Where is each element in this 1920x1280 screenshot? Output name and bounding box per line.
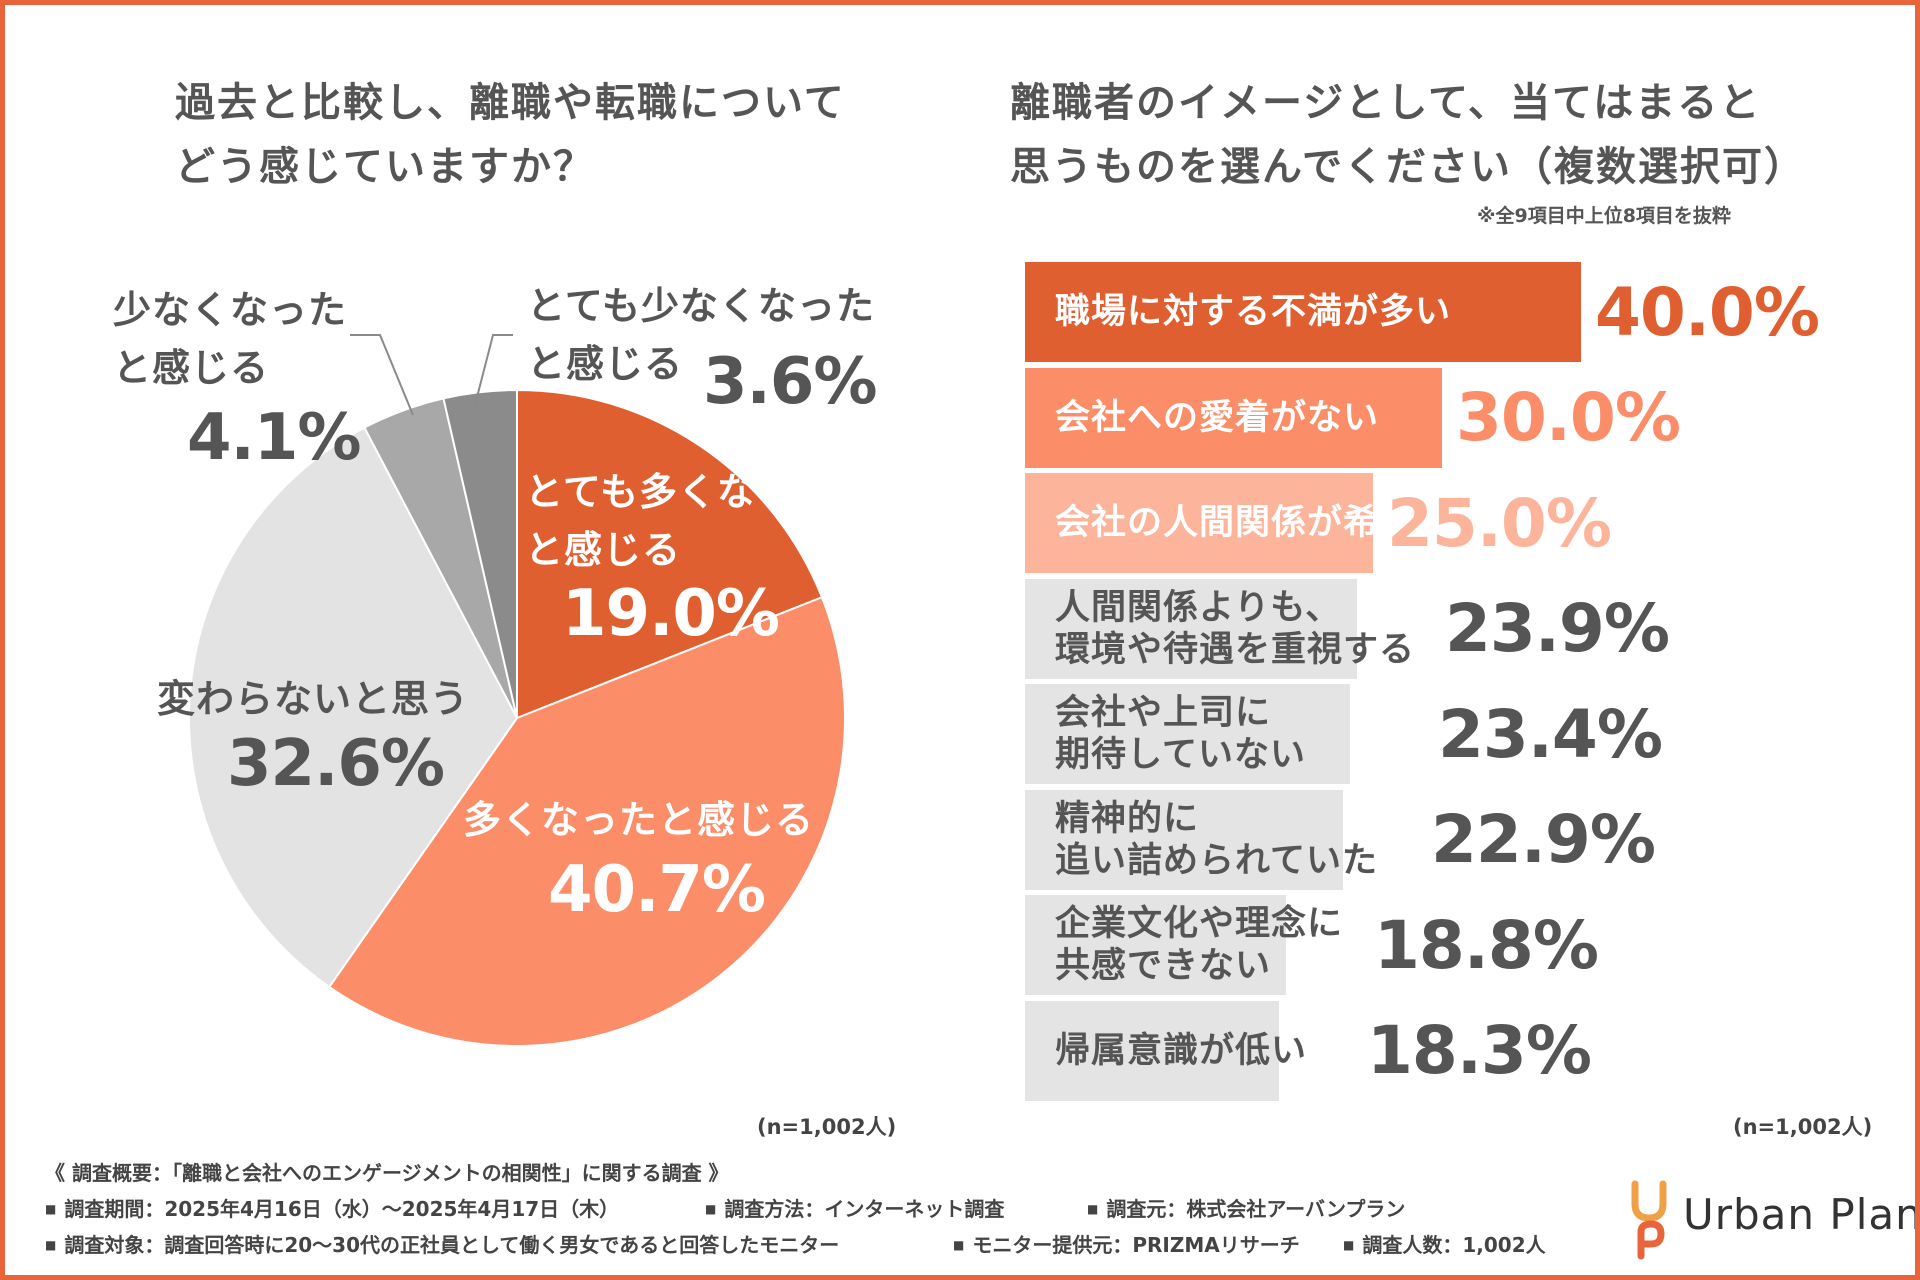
- bar-label-1: 会社への愛着がない: [1055, 397, 1380, 438]
- bar-3: [1025, 578, 1357, 679]
- pie-label-s0-line-1: とても多くなった: [525, 470, 834, 514]
- bar-label-7: 帰属意識が低い: [1055, 1030, 1308, 1071]
- pie-label-s1: 多くなったと感じる: [463, 791, 814, 849]
- bar-value-0: 40.0%: [1595, 273, 1820, 351]
- bar-label-3: 人間関係よりも、 環境や待遇を重視する: [1055, 587, 1416, 670]
- bar-row-6: 企業文化や理念に 共感できない 18.8%: [1025, 895, 1885, 995]
- pie-pct-s1: 40.7%: [548, 853, 766, 927]
- bar-row-5: 精神的に 追い詰められていた 22.9%: [1025, 789, 1885, 890]
- bar-value-2: 25.0%: [1387, 484, 1612, 562]
- footer-target: 調査対象：調査回答時に20〜30代の正社員として働く男女であると回答したモニター: [45, 1229, 839, 1258]
- bar-1: [1025, 367, 1442, 468]
- bar-2: [1025, 473, 1373, 573]
- right-note: ※全9項目中上位8項目を抜粋: [1477, 205, 1731, 227]
- n-label-left: (n=1,002人): [757, 1115, 897, 1139]
- urban-plan-logo-icon: [1631, 1180, 1667, 1260]
- bar-label-6: 企業文化や理念に 共感できない: [1055, 904, 1344, 986]
- left-title-line-2: どう感じていますか？: [175, 144, 595, 190]
- footer-provider: モニター提供元：PRIZMAリサーチ: [953, 1229, 1299, 1258]
- footer-count: 調査人数：1,002人: [1343, 1229, 1545, 1258]
- leader-line-s3: [350, 334, 414, 416]
- bar-row-0: 職場に対する不満が多い 40.0%: [1025, 262, 1885, 362]
- bar-6: [1025, 895, 1286, 995]
- pie-label-s3: 少なくなった と感じる: [113, 281, 347, 397]
- bar-label-0: 職場に対する不満が多い: [1055, 292, 1452, 332]
- pie-pct-s0: 19.0%: [562, 577, 780, 651]
- pie-label-s2: 変わらないと思う: [157, 670, 469, 728]
- pie-label-s4-line-2: と感じる: [527, 342, 684, 386]
- n-label-right: (n=1,002人): [1733, 1115, 1873, 1139]
- bar-label-5: 精神的に 追い詰められていた: [1055, 798, 1378, 881]
- footer-source: 調査元：株式会社アーバンプラン: [1087, 1193, 1405, 1222]
- pie-label-s2-line-1: 変わらないと思う: [157, 677, 470, 721]
- bar-row-3: 人間関係よりも、 環境や待遇を重視する 23.9%: [1025, 578, 1885, 679]
- left-title-line-1: 過去と比較し、離職や転職について: [175, 80, 846, 126]
- pie-slice-0: [516, 388, 824, 720]
- left-title: 過去と比較し、離職や転職について どう感じていますか？: [175, 71, 846, 199]
- bar-label-4: 会社や上司に 期待していない: [1055, 693, 1306, 775]
- footer-period: 調査期間：2025年4月16日（水）～2025年4月17日（木）: [45, 1193, 619, 1222]
- bar-value-4: 23.4%: [1438, 695, 1663, 773]
- bar-value-3: 23.9%: [1445, 590, 1670, 667]
- bar-value-1: 30.0%: [1456, 379, 1681, 456]
- leader-line-s4: [474, 334, 513, 406]
- bar-0: [1025, 262, 1581, 362]
- pie-slice-2: [188, 426, 519, 989]
- bar-chart: 職場に対する不満が多い 40.0% 会社への愛着がない 30.0% 会社の人間関係が希薄…: [1025, 262, 1885, 1112]
- urban-plan-logo: Urban Plan: [1625, 1180, 1915, 1260]
- pie-label-s0-line-2: と感じる: [525, 528, 682, 572]
- bar-value-7: 18.3%: [1367, 1012, 1592, 1089]
- pie-slice-4: [442, 388, 518, 719]
- bar-row-7: 帰属意識が低い 18.3%: [1025, 1000, 1885, 1101]
- right-title-line-1: 離職者のイメージとして、当てはまると: [1010, 80, 1762, 126]
- pie-label-s3-line-2: と感じる: [113, 346, 270, 390]
- pie-pct-s3: 4.1%: [187, 401, 361, 475]
- bar-row-1: 会社への愛着がない 30.0%: [1025, 367, 1885, 468]
- bar-7: [1025, 1000, 1279, 1101]
- pie-slice-1: [327, 595, 846, 1047]
- pie-label-s4-line-1: とても少なくなった: [527, 284, 875, 328]
- pie-label-s1-line-1: 多くなったと感じる: [463, 798, 815, 842]
- bar-row-2: 会社の人間関係が希薄 25.0%: [1025, 473, 1885, 573]
- pie-pct-s2: 32.6%: [227, 727, 445, 801]
- pie-label-s0: とても多くなった と感じる: [525, 463, 834, 579]
- pie-pct-s4: 3.6%: [703, 345, 877, 419]
- right-title: 離職者のイメージとして、当てはまると 思うものを選んでください（複数選択可）: [1010, 71, 1806, 199]
- right-title-line-2: 思うものを選んでください（複数選択可）: [1010, 144, 1806, 190]
- bar-value-5: 22.9%: [1431, 801, 1656, 878]
- logo-text: Urban Plan: [1683, 1190, 1920, 1239]
- pie-chart: [188, 334, 846, 1047]
- footer-heading: 《 調査概要：「離職と会社へのエンゲージメントの相関性」に関する調査 》: [45, 1161, 729, 1185]
- pie-label-s3-line-1: 少なくなった: [113, 288, 348, 332]
- bar-4: [1025, 684, 1350, 784]
- pie-label-s4: とても少なくなった と感じる: [527, 277, 875, 393]
- bar-5: [1025, 789, 1343, 890]
- bar-value-6: 18.8%: [1374, 906, 1599, 984]
- bar-label-2: 会社の人間関係が希薄: [1055, 503, 1416, 543]
- bar-row-4: 会社や上司に 期待していない 23.4%: [1025, 684, 1885, 784]
- footer-method: 調査方法：インターネット調査: [705, 1193, 1004, 1222]
